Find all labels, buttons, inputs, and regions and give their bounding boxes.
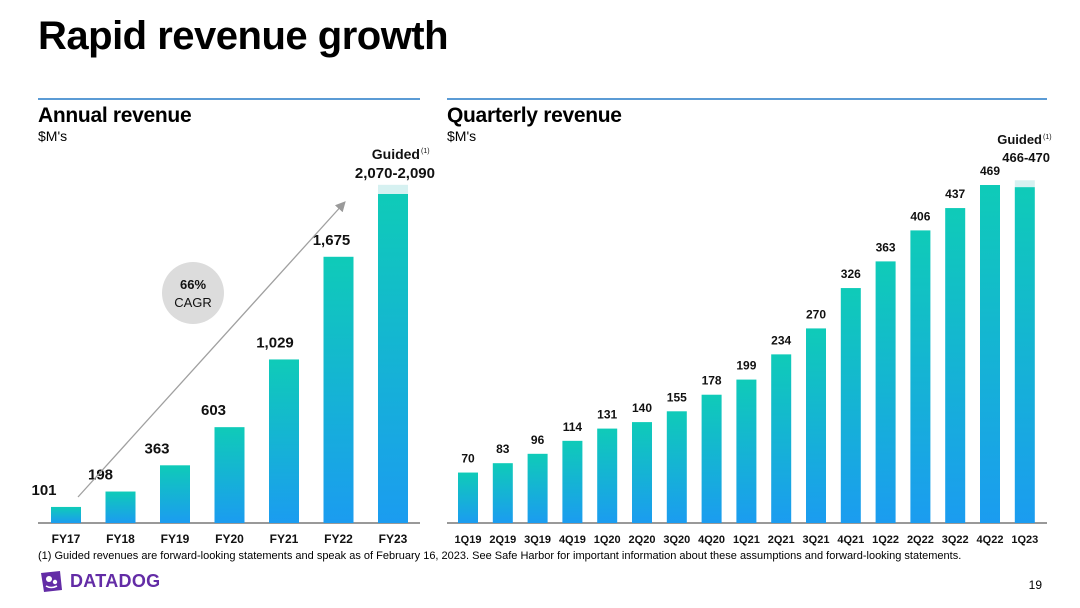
annual-data-label-FY20: 603 [201,402,226,419]
quarterly-data-label-1Q22: 363 [876,240,896,254]
quarterly-tick-1Q23: 1Q23 [1011,534,1038,546]
quarterly-chart-title: Quarterly revenue [447,104,622,127]
quarterly-tick-4Q21: 4Q21 [837,534,864,546]
quarterly-data-label-1Q21: 199 [736,359,756,373]
quarterly-tick-4Q22: 4Q22 [977,534,1004,546]
quarterly-bar-4Q20 [701,394,722,523]
quarterly-bar-3Q20 [666,411,687,523]
quarterly-tick-4Q19: 4Q19 [559,534,586,546]
annual-tick-FY20: FY20 [215,532,244,546]
quarterly-data-label-1Q19: 70 [461,452,475,466]
quarterly-bar-1Q20 [597,428,618,523]
quarterly-unit-label: $M's [447,128,477,144]
quarterly-bar-3Q22 [945,208,966,523]
quarterly-bar-1Q19 [458,472,478,523]
annual-data-label-FY19: 363 [144,440,169,457]
annual-tick-FY21: FY21 [270,532,299,546]
quarterly-guided-superscript: (1) [1043,134,1052,141]
annual-tick-FY18: FY18 [106,532,135,546]
quarterly-tick-2Q21: 2Q21 [768,534,795,546]
quarterly-data-label-3Q19: 96 [531,433,545,447]
quarterly-tick-2Q19: 2Q19 [489,534,516,546]
annual-bar-FY21 [269,359,299,523]
annual-tick-FY23: FY23 [379,532,408,546]
cagr-bubble [162,262,224,324]
quarterly-data-label-4Q22: 469 [980,164,1000,178]
annual-tick-FY17: FY17 [52,532,81,546]
quarterly-data-label-2Q20: 140 [632,401,652,415]
quarterly-bar-1Q22 [875,261,896,523]
annual-tick-FY22: FY22 [324,532,353,546]
quarterly-tick-3Q22: 3Q22 [942,534,969,546]
annual-bar-FY22 [323,256,354,523]
annual-guided-superscript: (1) [421,148,430,155]
quarterly-tick-3Q20: 3Q20 [663,534,690,546]
quarterly-guided-range: 466-470 [1002,150,1050,165]
logo-text: DATADOG [70,570,161,591]
quarterly-data-label-2Q19: 83 [496,442,510,456]
quarterly-tick-4Q20: 4Q20 [698,534,725,546]
annual-bar-FY23 [378,194,408,523]
quarterly-bar-3Q19 [527,453,548,523]
quarterly-bar-2Q20 [632,422,652,523]
footnote: (1) Guided revenues are forward-looking … [38,550,962,562]
cagr-arrow [77,201,346,498]
annual-guided-band [378,184,408,194]
datadog-dog-icon [41,571,62,592]
annual-bar-FY18 [105,491,136,523]
annual-divider [38,98,420,100]
annual-tick-FY19: FY19 [161,532,190,546]
quarterly-data-label-3Q21: 270 [806,307,826,321]
quarterly-data-label-3Q20: 155 [667,390,687,404]
page-title: Rapid revenue growth [38,14,449,58]
quarterly-guided-label: Guided [997,132,1042,147]
page-number: 19 [1028,578,1042,592]
quarterly-bar-1Q23 [1014,187,1035,523]
annual-data-label-FY22: 1,675 [313,232,351,249]
annual-bar-FY17 [51,506,81,523]
quarterly-bar-2Q22 [910,230,931,523]
quarterly-tick-3Q21: 3Q21 [803,534,830,546]
annual-guided-range: 2,070-2,090 [355,165,435,182]
quarterly-bar-4Q22 [980,185,1000,523]
annual-data-label-FY17: 101 [31,482,56,499]
quarterly-tick-1Q19: 1Q19 [455,534,482,546]
quarterly-divider [447,98,1047,100]
quarterly-data-label-1Q20: 131 [597,408,617,422]
quarterly-data-label-2Q21: 234 [771,333,791,347]
quarterly-data-label-2Q22: 406 [910,209,930,223]
annual-bar-FY19 [160,465,190,523]
annual-chart-title: Annual revenue [38,104,192,127]
quarterly-bar-3Q21 [806,328,826,523]
quarterly-tick-2Q20: 2Q20 [629,534,656,546]
quarterly-guided-band [1014,180,1035,188]
quarterly-tick-3Q19: 3Q19 [524,534,551,546]
quarterly-bar-2Q19 [492,463,513,523]
quarterly-data-label-4Q20: 178 [702,374,722,388]
quarterly-bar-4Q21 [840,288,861,523]
quarterly-data-label-4Q19: 114 [563,420,583,434]
annual-unit-label: $M's [38,128,68,144]
cagr-label: CAGR [174,295,212,310]
quarterly-bar-2Q21 [771,354,792,523]
quarterly-bar-4Q19 [562,440,583,523]
quarterly-tick-1Q21: 1Q21 [733,534,760,546]
datadog-logo: DATADOG [38,568,160,594]
quarterly-data-label-3Q22: 437 [945,187,965,201]
quarterly-tick-1Q20: 1Q20 [594,534,621,546]
annual-bar-FY20 [214,427,245,523]
quarterly-tick-2Q22: 2Q22 [907,534,934,546]
quarterly-tick-1Q22: 1Q22 [872,534,899,546]
quarterly-data-label-4Q21: 326 [841,267,861,281]
quarterly-bar-1Q21 [736,379,757,523]
annual-data-label-FY21: 1,029 [256,334,294,351]
annual-guided-label: Guided [372,146,420,162]
cagr-value: 66% [180,277,206,292]
